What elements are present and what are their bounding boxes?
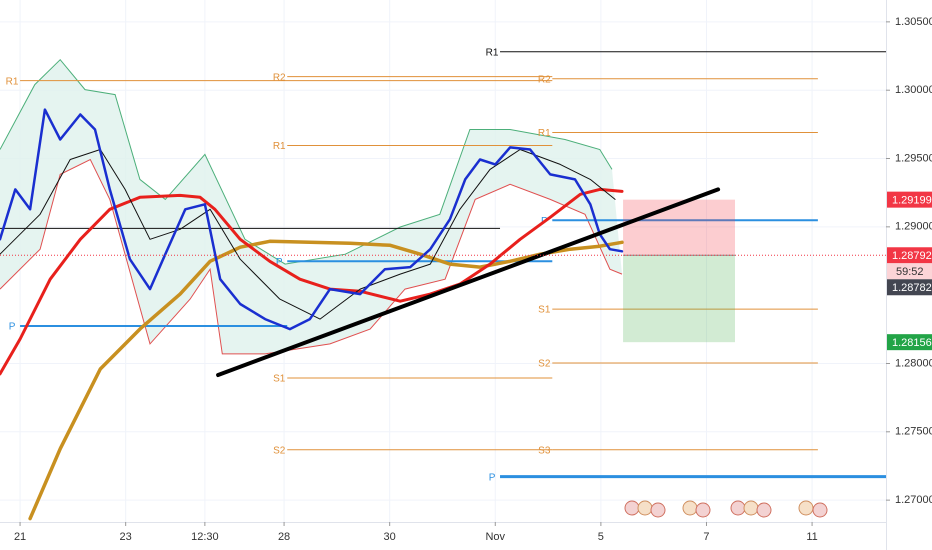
y-tick-label: 1.29500 [895,152,932,164]
y-tick-label: 1.29000 [895,221,932,233]
pivot-label: P [276,257,283,268]
band-line [0,158,623,355]
event-icon [650,502,666,518]
price-tag [887,191,932,208]
band-fill [0,59,622,354]
y-tick-label: 1.30000 [895,84,932,96]
price-tag-label: 1.29199 [892,195,932,207]
time-axis-bg [0,522,886,550]
price-tag [887,247,932,264]
x-tick-label: 5 [598,531,604,543]
indicator-line [0,187,624,376]
x-tick-label: 23 [120,531,132,543]
price-tag-label: 1.28792 [892,250,932,262]
y-tick-label: 1.28000 [895,357,932,369]
price-tag-label: 1.28782 [892,282,932,294]
event-icon [743,500,759,516]
trendline [216,187,721,377]
target-zone [623,255,735,343]
countdown-label: 59:52 [896,266,924,278]
event-icon [730,500,746,516]
pivot-label: R1 [6,76,19,87]
y-tick-label: 1.27500 [895,426,932,438]
y-tick-label: 1.27000 [895,494,932,506]
event-icon [637,500,653,516]
pivot-label: P [489,472,496,483]
pivot-label: P [9,322,16,333]
x-tick-label: 21 [14,531,26,543]
x-tick-label: 11 [806,531,817,543]
event-icon [756,502,772,518]
pivot-label: S2 [273,445,286,456]
countdown-tag [887,263,932,280]
indicator-line [0,149,616,320]
pivot-label: R1 [538,128,551,139]
event-icon [798,500,814,516]
pivot-label: R2 [538,74,551,85]
pivot-label: S1 [273,374,286,385]
pivot-label: S2 [538,359,551,370]
stop-zone [623,199,735,256]
event-icon [695,502,711,518]
event-icon [624,500,640,516]
y-tick-label: 1.30500 [895,16,932,28]
band-line [0,58,613,265]
pivot-label: S3 [538,445,551,456]
pivot-label: S1 [538,305,551,316]
price-tag [887,334,932,351]
x-tick-label: 12:30 [191,531,219,543]
x-tick-label: 28 [278,531,290,543]
pivot-label: R2 [273,72,286,83]
event-icons [624,500,828,518]
pivot-label: R1 [273,141,286,152]
x-tick-label: Nov [485,531,505,543]
x-tick-label: 30 [384,531,396,543]
price-tag [887,279,932,296]
pivot-label: R1 [486,47,499,58]
event-icon [682,500,698,516]
x-tick-label: 7 [703,531,709,543]
event-icon [812,502,828,518]
indicator-line [0,108,624,331]
price-tag-label: 1.28156 [892,337,932,349]
